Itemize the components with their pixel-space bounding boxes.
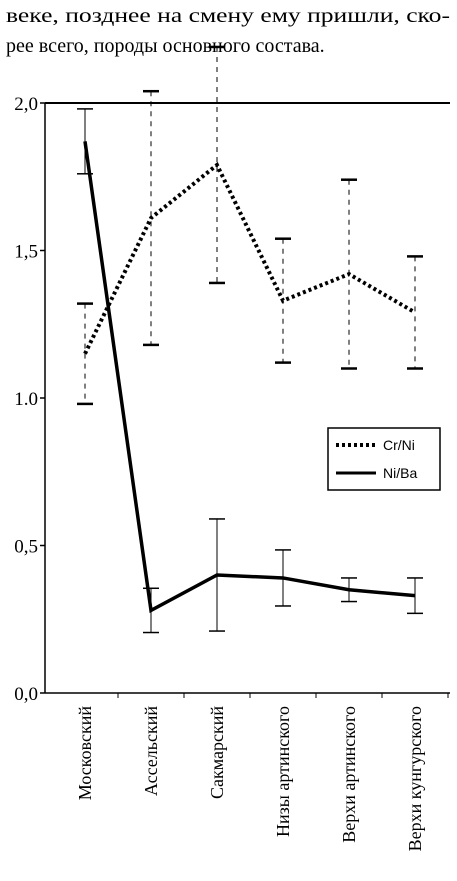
- y-tick-label: 1.0: [14, 389, 38, 410]
- y-tick-label: 2,0: [14, 94, 38, 115]
- legend-box: [327, 427, 441, 491]
- y-tick-label: 1,5: [14, 242, 38, 263]
- legend-label: Cr/Ni: [383, 437, 415, 453]
- x-tick-label: Верхи артинского: [339, 706, 359, 843]
- legend-label: Ni/Ba: [383, 465, 417, 481]
- series-line: [83, 161, 417, 355]
- error-bar: [407, 255, 423, 370]
- y-tick-label: 0,5: [14, 537, 38, 558]
- series-line: [83, 141, 416, 614]
- error-bar: [143, 89, 159, 347]
- error-bar: [209, 45, 225, 285]
- x-tick-label: Сакмарский: [207, 706, 227, 799]
- x-tick-label: Верхи кунгурского: [405, 706, 425, 851]
- y-tick-label: 0,0: [14, 684, 38, 705]
- x-tick-label: Низы артинского: [273, 706, 293, 837]
- legend: Cr/Ni Ni/Ba: [327, 427, 441, 491]
- x-tick-label: Московский: [75, 706, 95, 801]
- x-tick-label: Ассельский: [141, 706, 161, 796]
- body-text: рее всего, породы основного состава.: [6, 35, 325, 57]
- body-text: веке, позднее на смену ему пришли, ско-: [6, 5, 450, 27]
